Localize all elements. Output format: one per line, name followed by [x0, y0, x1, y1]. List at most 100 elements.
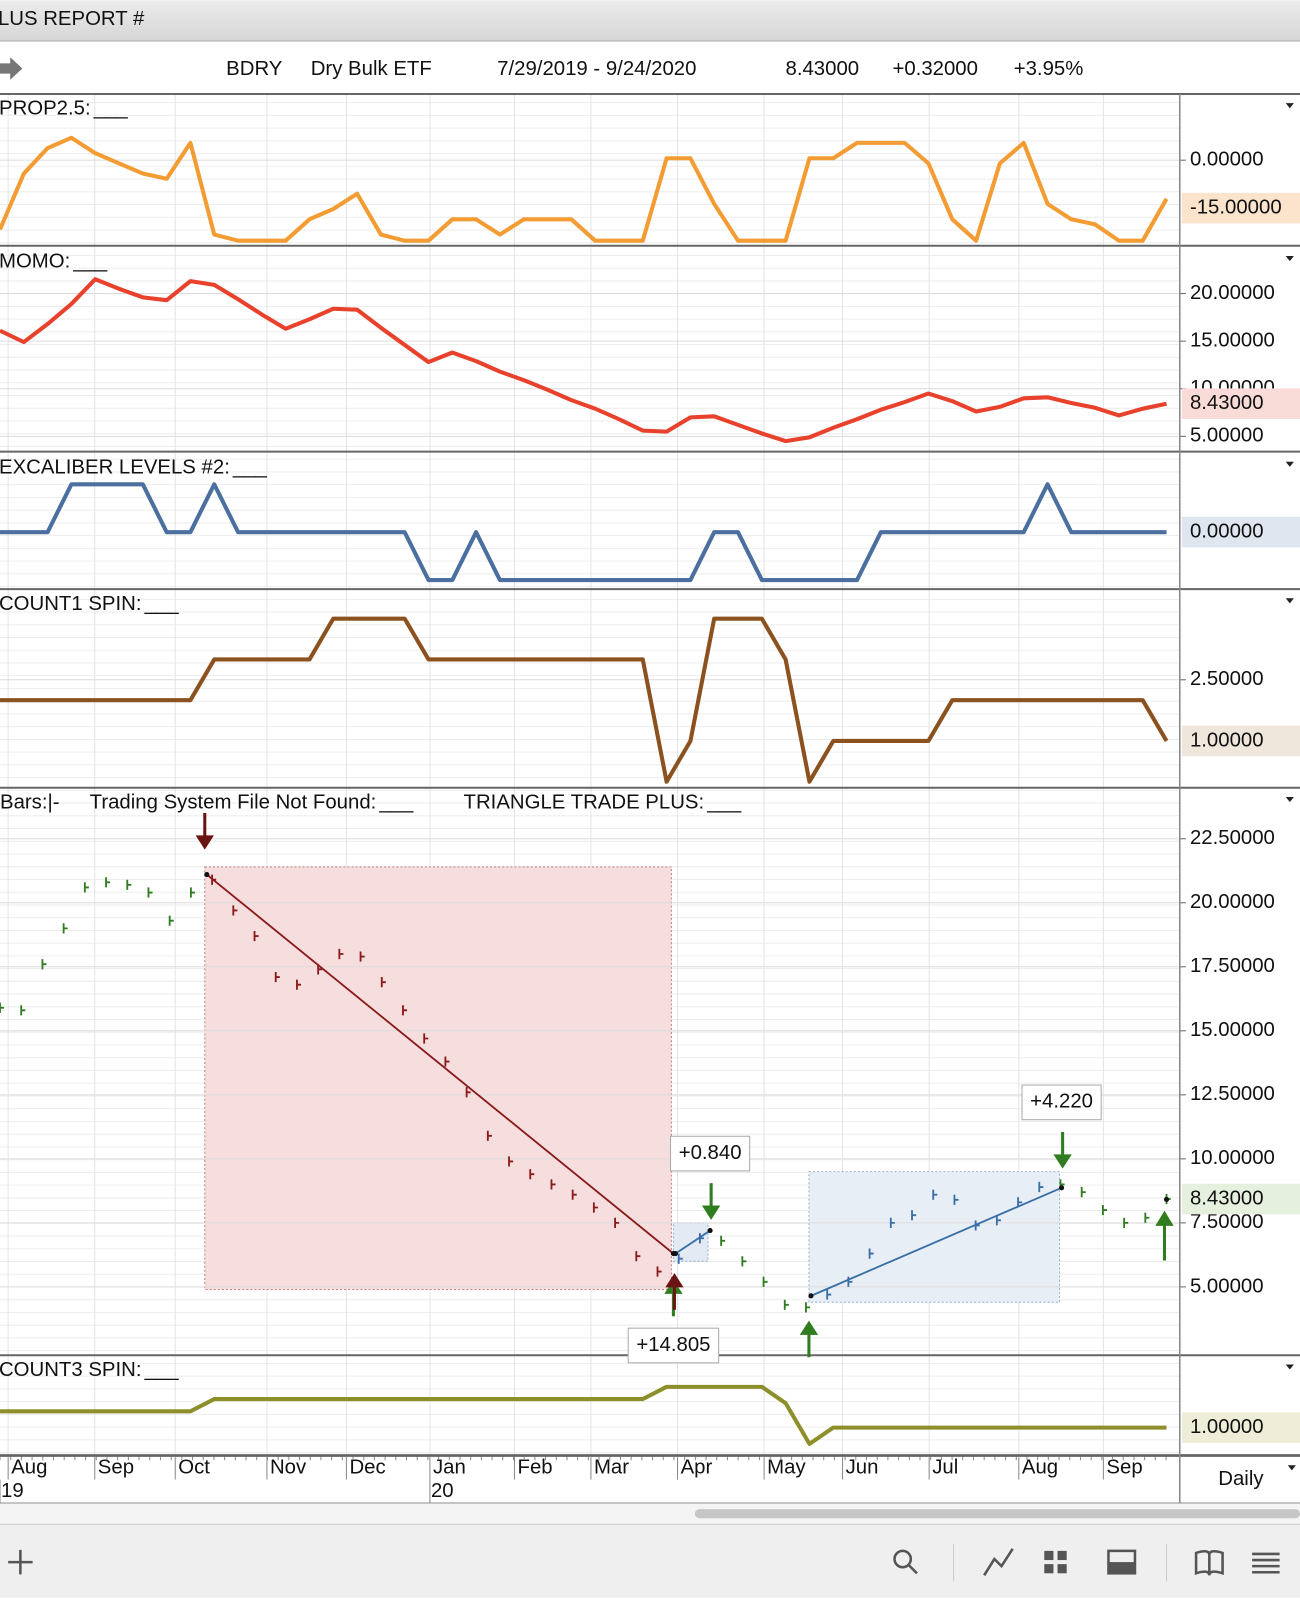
- x-tick-label: Aug: [11, 1457, 47, 1479]
- trade-trend: [810, 1186, 1062, 1297]
- price-bar: [274, 971, 280, 983]
- price-bar: [338, 948, 344, 960]
- panel-label-blank: ___: [706, 791, 742, 813]
- panel-label: MOMO:: [0, 250, 70, 272]
- price-bar: [635, 1251, 641, 1262]
- value-marker: [1181, 516, 1300, 548]
- price-bar: [402, 1005, 408, 1016]
- trade-point: [707, 1228, 713, 1234]
- value-marker: [1181, 1183, 1300, 1215]
- x-tick-label: Mar: [594, 1457, 629, 1479]
- x-tick-label: Nov: [270, 1457, 307, 1479]
- panel-label: EXCALIBER LEVELS #2:: [0, 456, 230, 478]
- last-dot: [1163, 1196, 1170, 1202]
- x-tick-label: Feb: [518, 1457, 553, 1479]
- y-tick-label: 20.00000: [1190, 282, 1275, 304]
- price-bar: [847, 1276, 853, 1287]
- panel-menu[interactable]: [1285, 103, 1294, 109]
- trade-label: +0.840: [679, 1142, 742, 1164]
- value-marker: [1181, 1412, 1300, 1443]
- panel-label-blank: ___: [72, 250, 108, 272]
- y-tick-label: 5.00000: [1190, 1275, 1264, 1297]
- arrow-icon[interactable]: [0, 57, 23, 80]
- price-bar: [105, 877, 111, 888]
- panel-menu[interactable]: [1285, 796, 1294, 803]
- value-marker-label: 8.43000: [1190, 392, 1264, 414]
- trade-point: [670, 1251, 676, 1257]
- x-tick-label: Jun: [846, 1457, 879, 1479]
- panel-label: TRIANGLE TRADE PLUS:: [464, 791, 705, 813]
- price-bar: [189, 887, 195, 898]
- trade-box: [808, 1171, 1061, 1303]
- panel-label: COUNT3 SPIN:: [0, 1359, 142, 1381]
- price-bar: [783, 1299, 789, 1310]
- panel-label-blank: ___: [232, 456, 268, 478]
- price-bar: [932, 1189, 938, 1200]
- dropdown[interactable]: [1287, 1465, 1296, 1471]
- price-bar: [41, 959, 47, 970]
- scrollbar[interactable]: [694, 1509, 1300, 1519]
- price-bar: [1101, 1204, 1107, 1216]
- price-bar: [62, 923, 68, 934]
- menu-button[interactable]: [1252, 1552, 1280, 1574]
- y-tick-label: 15.00000: [1190, 1019, 1275, 1041]
- value-marker-label: -15.00000: [1190, 196, 1282, 218]
- price-bar: [953, 1194, 959, 1205]
- search-button[interactable]: [893, 1549, 918, 1575]
- trade-arrow: [1053, 1154, 1072, 1169]
- layout-button[interactable]: [1044, 1550, 1067, 1574]
- value-marker: [1181, 388, 1300, 419]
- x-tick-label: Oct: [178, 1457, 210, 1479]
- last-price: 8.43000: [786, 58, 860, 80]
- panel-label: Bars:|-: [0, 791, 60, 813]
- title-bar: [0, 0, 1300, 42]
- panel-menu[interactable]: [1285, 461, 1294, 467]
- price-bar: [20, 1005, 26, 1016]
- price-bar: [508, 1156, 514, 1167]
- price-bar: [0, 1002, 5, 1013]
- trade-label-box: [627, 1327, 720, 1364]
- panel-label-blank: ___: [144, 593, 180, 615]
- toolbar: [0, 1524, 1300, 1598]
- panel-menu[interactable]: [1285, 598, 1294, 604]
- trade-point: [204, 872, 210, 878]
- price-bar: [911, 1210, 917, 1221]
- add-button[interactable]: [8, 1549, 33, 1575]
- trade-point: [808, 1293, 814, 1299]
- chart-button[interactable]: [983, 1548, 1014, 1577]
- price-bar: [465, 1087, 471, 1098]
- price-bar: [423, 1033, 429, 1044]
- price-bar: [147, 887, 153, 898]
- panel-label: COUNT1 SPIN:: [0, 593, 142, 615]
- value-marker-label: 8.43000: [1190, 1187, 1264, 1209]
- x-tick-label: Sep: [1106, 1457, 1142, 1479]
- panel-label-blank: ___: [93, 98, 129, 120]
- chart-layer: Aug Sep Oct Nov Dec Jan Feb Mar Apr May Jun Jul Aug S…: [0, 95, 1300, 1504]
- price-bar: [592, 1202, 598, 1213]
- panel-button[interactable]: [1107, 1549, 1137, 1575]
- year-label: 20: [431, 1480, 454, 1502]
- window-title: LUS REPORT #: [0, 8, 145, 30]
- x-tick-label: Sep: [98, 1457, 134, 1479]
- signal-arrow: [1155, 1210, 1174, 1226]
- indicator-line: [0, 616, 1169, 784]
- price-bar: [529, 1169, 535, 1180]
- symbol: BDRY: [226, 58, 283, 80]
- price-bar: [486, 1130, 492, 1141]
- panel-menu[interactable]: [1285, 255, 1294, 262]
- y-tick-label: 17.50000: [1190, 955, 1275, 977]
- book-button[interactable]: [1194, 1550, 1224, 1576]
- price-bar: [805, 1302, 811, 1313]
- price-bar: [168, 915, 174, 926]
- y-tick-label: 20.00000: [1190, 891, 1275, 913]
- price-bar: [83, 882, 89, 893]
- indicator-line: [0, 277, 1167, 444]
- panel-menu[interactable]: [1285, 1364, 1294, 1370]
- timeframe[interactable]: Daily: [1218, 1468, 1264, 1490]
- y-tick-label: 22.50000: [1190, 827, 1275, 849]
- value-marker: [1181, 725, 1300, 757]
- x-tick-label: May: [767, 1457, 806, 1479]
- price-change: +0.32000: [892, 58, 977, 80]
- year-label: 19: [1, 1480, 24, 1502]
